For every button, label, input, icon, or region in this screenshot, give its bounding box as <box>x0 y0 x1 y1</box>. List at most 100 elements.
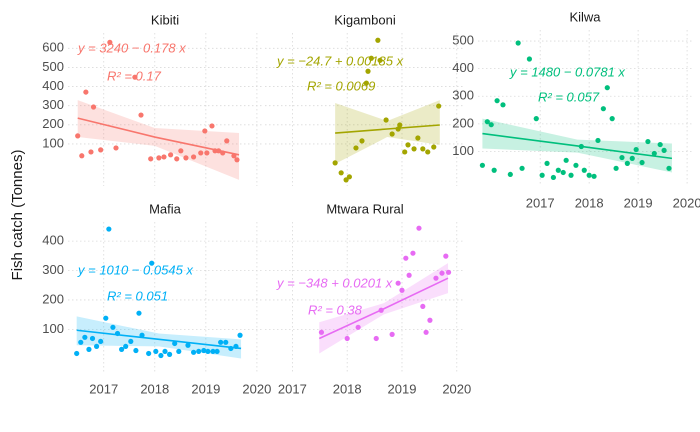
panel: Mafia 100 200 300 400 2017 2018 2019 2020 y = 101… <box>42 201 271 396</box>
point <box>174 156 180 162</box>
point <box>212 148 218 154</box>
equation: y = 1010 − 0.0545 x <box>77 262 193 277</box>
point <box>403 255 409 261</box>
fit-line <box>482 132 673 160</box>
point <box>234 157 240 163</box>
point <box>586 172 592 178</box>
point <box>539 172 545 178</box>
point <box>507 171 513 178</box>
point <box>581 167 587 173</box>
point <box>149 260 155 266</box>
point <box>397 122 403 128</box>
y-tick-label: 100 <box>42 321 64 336</box>
point <box>343 177 349 183</box>
point <box>550 174 557 181</box>
point <box>158 352 164 359</box>
y-tick-label: 400 <box>452 60 474 75</box>
point <box>204 150 210 156</box>
panel: Mtwara Rural 2017 2018 2019 2020 y = −348 + 0… <box>265 201 471 396</box>
point <box>233 343 239 350</box>
point <box>406 272 412 278</box>
point <box>359 138 365 144</box>
x-tick-label: 2020 <box>442 381 471 396</box>
point <box>651 150 657 157</box>
point <box>544 160 550 166</box>
point <box>633 146 639 153</box>
point <box>183 155 189 161</box>
point <box>201 347 207 354</box>
x-tick-label: 2019 <box>624 195 653 210</box>
point <box>563 157 569 163</box>
point <box>619 154 625 161</box>
point <box>657 141 663 148</box>
point <box>420 303 426 310</box>
point <box>519 165 525 171</box>
panel-title: Kilwa <box>569 9 601 24</box>
point <box>178 148 184 154</box>
point <box>346 174 352 180</box>
point <box>190 349 197 355</box>
point <box>166 351 173 357</box>
point <box>196 348 202 355</box>
point <box>228 345 234 352</box>
y-tick-label: 500 <box>452 32 474 47</box>
point <box>666 165 672 171</box>
point <box>132 74 138 80</box>
fit-line <box>76 329 242 350</box>
y-tick-label: 200 <box>42 116 64 131</box>
point <box>399 287 405 293</box>
point <box>172 340 178 347</box>
x-tick-label: 2018 <box>333 381 362 396</box>
point <box>373 335 379 342</box>
point <box>205 348 211 355</box>
point <box>98 147 104 153</box>
point <box>344 335 350 342</box>
point <box>488 122 494 128</box>
point <box>555 167 561 173</box>
point <box>395 280 401 286</box>
point <box>332 160 338 166</box>
point <box>198 150 204 156</box>
point <box>210 348 216 355</box>
x-tick-label: 2020 <box>673 195 700 210</box>
y-tick-label: 300 <box>452 88 474 103</box>
x-tick-label: 2017 <box>89 381 118 396</box>
point <box>214 348 220 355</box>
x-tick-label: 2020 <box>242 381 271 396</box>
panel: Kilwa 100 200 300 400 500 2017 2018 2019 2020 y = … <box>452 9 700 210</box>
point <box>445 269 452 275</box>
point <box>90 104 97 110</box>
point <box>578 143 584 150</box>
point <box>573 162 579 168</box>
r-squared: R² = 0.0069 <box>307 78 375 93</box>
panel-title: Mafia <box>149 201 182 216</box>
y-tick-label: 200 <box>452 115 474 130</box>
point <box>190 154 197 160</box>
point <box>661 147 667 153</box>
point <box>216 148 222 154</box>
confidence-band <box>77 100 240 180</box>
point <box>133 347 139 354</box>
point <box>624 160 630 166</box>
point <box>645 138 651 145</box>
point <box>74 350 80 357</box>
point <box>436 103 442 109</box>
point <box>375 37 381 43</box>
point <box>639 159 645 166</box>
point <box>218 339 224 345</box>
r-squared: R² = 0.051 <box>107 288 168 303</box>
point <box>224 138 230 144</box>
panel-title: Mtwara Rural <box>326 201 403 216</box>
point <box>89 335 96 342</box>
y-tick-label: 300 <box>42 262 64 277</box>
point <box>82 334 88 340</box>
point <box>107 39 113 45</box>
point <box>114 330 121 337</box>
point <box>494 98 500 104</box>
point <box>420 146 426 152</box>
point <box>560 169 566 176</box>
confidence-band <box>335 100 440 164</box>
point <box>479 162 486 168</box>
